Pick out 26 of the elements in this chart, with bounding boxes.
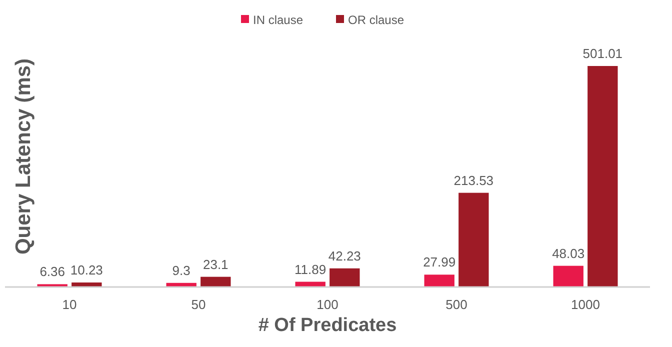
data-label: 48.03 xyxy=(552,246,585,261)
legend-label: IN clause xyxy=(253,13,304,27)
bar xyxy=(588,66,618,287)
bar xyxy=(72,282,102,287)
x-tick-label: 100 xyxy=(316,297,338,312)
bar xyxy=(458,192,489,287)
bar xyxy=(553,266,584,287)
data-label: 501.01 xyxy=(582,46,623,61)
x-tick-label: 10 xyxy=(62,297,77,312)
x-tick-label: 1000 xyxy=(571,297,600,312)
data-label: 10.23 xyxy=(70,262,103,278)
data-label: 27.99 xyxy=(423,254,456,270)
bar xyxy=(424,274,454,287)
x-axis-title: # Of Predicates xyxy=(258,315,397,336)
data-label: 9.3 xyxy=(172,262,190,278)
data-label: 11.89 xyxy=(294,262,326,277)
data-label: 42.23 xyxy=(328,248,361,264)
data-label: 6.36 xyxy=(40,264,65,280)
y-axis-title: Query Latency (ms) xyxy=(12,58,35,255)
data-label: 23.1 xyxy=(203,256,228,272)
data-label: 213.53 xyxy=(454,172,494,188)
legend-label: OR clause xyxy=(348,13,404,27)
x-tick-label: 50 xyxy=(191,297,206,312)
bar xyxy=(330,268,360,287)
x-tick-label: 500 xyxy=(446,297,468,312)
bar xyxy=(200,276,231,287)
